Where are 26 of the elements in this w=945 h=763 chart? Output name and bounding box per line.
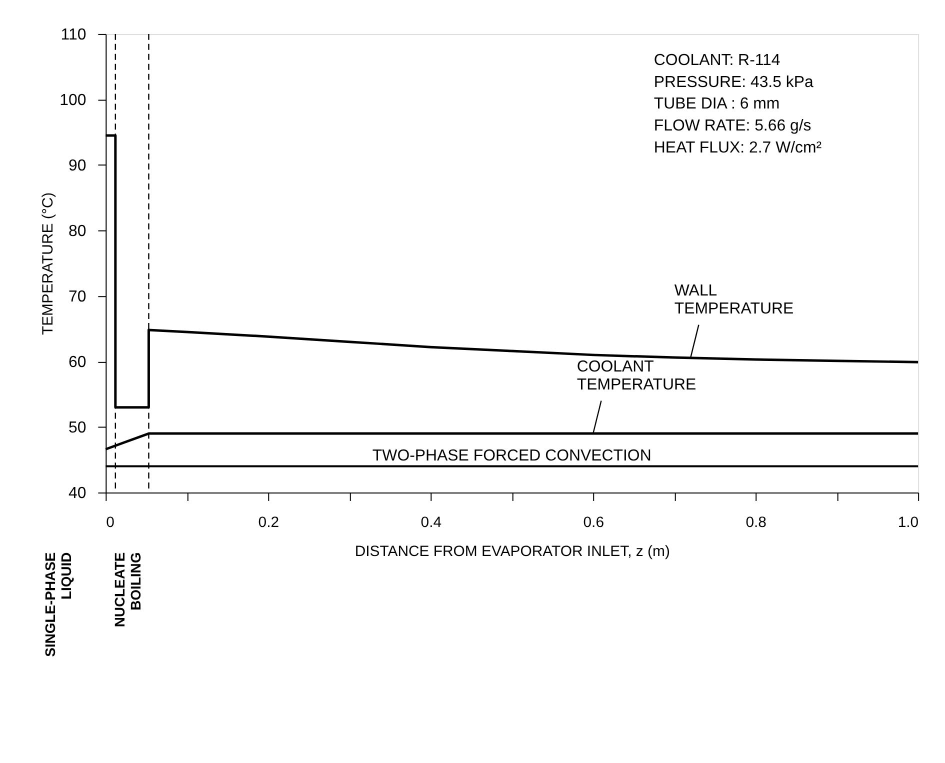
y-axis-title: TEMPERATURE (°C) xyxy=(40,192,57,336)
annotation: FLOW RATE: 5.66 g/s xyxy=(654,118,812,135)
annotation: COOLANT: R-114 xyxy=(654,52,780,69)
annotation: WALL TEMPERATURE xyxy=(674,282,794,318)
annotation: TUBE DIA : 6 mm xyxy=(654,96,780,113)
annotation: COOLANT TEMPERATURE xyxy=(576,358,696,394)
x-tick-label: 0.4 xyxy=(420,514,442,531)
y-tick-label: 40 xyxy=(68,484,86,502)
y-tick-label: 80 xyxy=(68,222,86,240)
annotation: HEAT FLUX: 2.7 W/cm² xyxy=(654,140,822,157)
annotation: PRESSURE: 43.5 kPa xyxy=(654,74,814,91)
x-tick-label: 0.8 xyxy=(746,514,766,531)
x-tick-label: 0 xyxy=(106,514,114,531)
y-tick-label: 110 xyxy=(60,26,86,44)
x-tick-label: 0.6 xyxy=(583,514,604,531)
y-tick-label: 70 xyxy=(68,288,86,306)
y-tick-label: 90 xyxy=(68,157,86,174)
y-tick-label: 60 xyxy=(68,354,86,371)
text: NUCLEATE BOILING xyxy=(112,552,144,628)
ref-line-label: TWO-PHASE FORCED CONVECTION xyxy=(372,447,652,464)
x-tick-label: 1.0 xyxy=(898,514,919,531)
text: SINGLE-PHASE LIQUID xyxy=(42,552,74,657)
y-tick-label: 100 xyxy=(60,92,86,109)
y-tick-label: 50 xyxy=(68,419,86,436)
x-axis-title: DISTANCE FROM EVAPORATOR INLET, z (m) xyxy=(354,542,670,560)
x-tick-label: 0.2 xyxy=(258,514,280,531)
